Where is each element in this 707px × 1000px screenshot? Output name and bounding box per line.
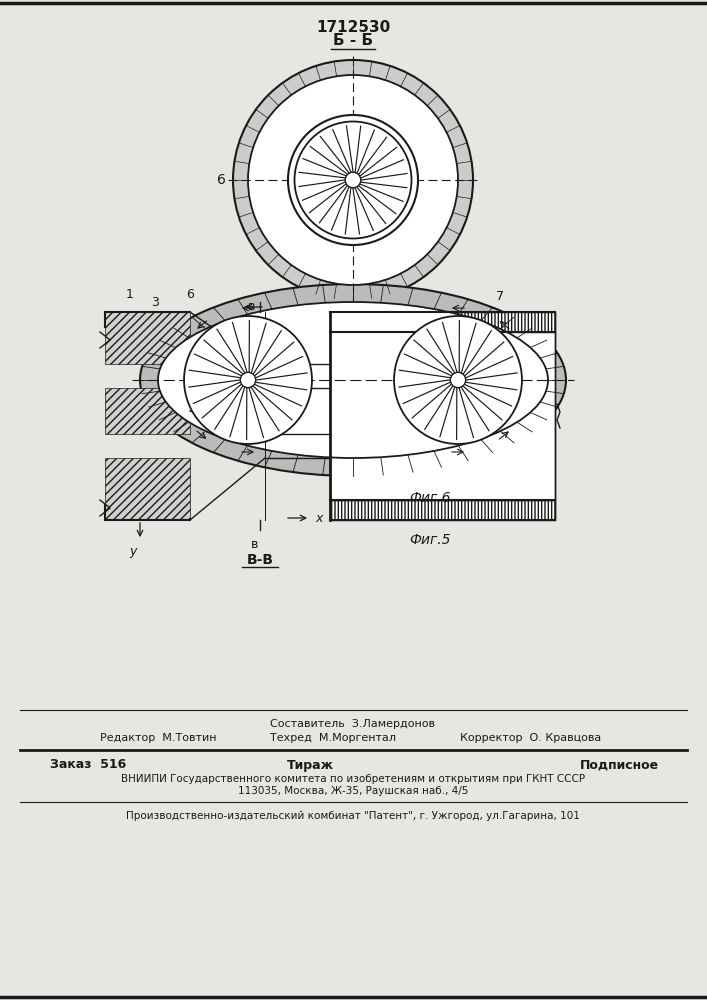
Text: Фиг.4: Фиг.4 [383,308,424,322]
Text: 6: 6 [186,288,194,300]
Circle shape [233,60,473,300]
Text: Производственно-издательский комбинат "Патент", г. Ужгород, ул.Гагарина, 101: Производственно-издательский комбинат "П… [126,811,580,821]
Text: Редактор  М.Товтин: Редактор М.Товтин [100,733,216,743]
Text: 1: 1 [126,288,134,300]
Text: в: в [248,300,256,314]
Text: 5: 5 [363,90,373,104]
Ellipse shape [158,302,548,458]
Text: в: в [251,538,259,552]
Text: y: y [129,545,136,558]
Circle shape [295,121,411,238]
Text: Составитель  З.Ламердонов: Составитель З.Ламердонов [271,719,436,729]
Circle shape [240,372,256,388]
Bar [330,312,555,332]
Text: ВНИИПИ Государственного комитета по изобретениям и открытиям при ГКНТ СССР: ВНИИПИ Государственного комитета по изоб… [121,774,585,784]
Bar [105,388,190,434]
Text: Тираж: Тираж [286,758,334,772]
Text: 1712530: 1712530 [316,19,390,34]
Text: 5: 5 [349,305,357,319]
Text: 113035, Москва, Ж-35, Раушская наб., 4/5: 113035, Москва, Ж-35, Раушская наб., 4/5 [238,786,468,796]
Circle shape [450,372,466,388]
Circle shape [288,115,418,245]
Text: 6: 6 [216,173,226,187]
Text: Б - Б: Б - Б [333,33,373,48]
Text: Фиг.6: Фиг.6 [409,491,451,505]
Text: dн: dн [287,434,303,448]
Text: 4: 4 [239,365,247,379]
Text: В-В: В-В [247,553,274,567]
Text: Подписное: Подписное [580,758,659,772]
Text: x: x [315,512,322,524]
Bar [330,332,555,500]
Text: 7: 7 [496,290,504,304]
Text: Фиг.5: Фиг.5 [409,533,451,547]
Text: dк: dк [287,350,303,362]
Text: l: l [226,398,229,408]
Circle shape [248,75,458,285]
Circle shape [394,316,522,444]
Text: Техред  М.Моргентал: Техред М.Моргентал [270,733,396,743]
Text: Корректор  О. Кравцова: Корректор О. Кравцова [460,733,601,743]
Text: Заказ  516: Заказ 516 [50,758,127,772]
Circle shape [184,316,312,444]
Bar [105,458,190,520]
Text: в: в [339,308,346,322]
Circle shape [345,172,361,188]
Text: 4: 4 [339,165,347,179]
Text: 3: 3 [151,296,159,308]
Ellipse shape [140,284,566,476]
Bar [105,312,190,364]
Bar [330,500,555,520]
